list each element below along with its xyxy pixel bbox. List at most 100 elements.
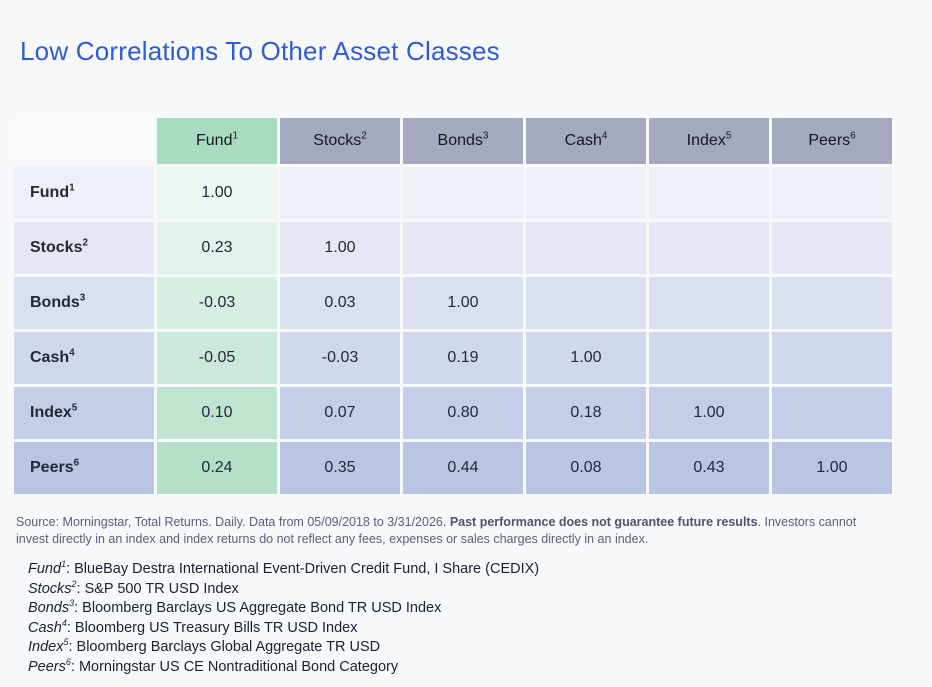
footnote-number: 5 bbox=[725, 130, 732, 142]
footnote-number: 1 bbox=[61, 559, 67, 570]
correlation-cell: 0.24 bbox=[157, 442, 277, 494]
correlation-cell bbox=[280, 167, 400, 219]
correlation-cell: -0.03 bbox=[157, 277, 277, 329]
table-row-bonds: Bonds3 -0.03 0.03 1.00 bbox=[14, 277, 892, 329]
column-header-stocks: Stocks2 bbox=[280, 118, 400, 164]
correlation-cell: 1.00 bbox=[649, 387, 769, 439]
correlation-cell: -0.05 bbox=[157, 332, 277, 384]
correlation-cell: 1.00 bbox=[526, 332, 646, 384]
column-header-peers: Peers6 bbox=[772, 118, 892, 164]
correlation-cell bbox=[526, 277, 646, 329]
footnote-term: Peers6 bbox=[28, 656, 71, 675]
footnote-number: 2 bbox=[361, 130, 367, 142]
row-header-fund: Fund1 bbox=[14, 167, 154, 219]
source-text: Source: Morningstar, Total Returns. Dail… bbox=[16, 515, 450, 529]
page: Low Correlations To Other Asset Classes … bbox=[0, 36, 932, 687]
footnote-description: : BlueBay Destra International Event-Dri… bbox=[66, 561, 540, 577]
correlation-cell bbox=[772, 167, 892, 219]
footnote-index: Index5: Bloomberg Barclays Global Aggreg… bbox=[28, 638, 932, 658]
row-header-stocks: Stocks2 bbox=[14, 222, 154, 274]
footnote-number: 5 bbox=[71, 402, 78, 414]
table-row-peers: Peers6 0.24 0.35 0.44 0.08 0.43 1.00 bbox=[14, 442, 892, 494]
footnote-number: 1 bbox=[69, 182, 75, 194]
correlation-cell: 0.08 bbox=[526, 442, 646, 494]
header-row: Fund1 Stocks2 Bonds3 Cash4 Index5 Peers6 bbox=[14, 118, 892, 164]
source-note: Source: Morningstar, Total Returns. Dail… bbox=[16, 514, 888, 547]
page-title: Low Correlations To Other Asset Classes bbox=[20, 36, 500, 66]
source-bold-text: Past performance does not guarantee futu… bbox=[449, 515, 758, 529]
correlation-cell: 1.00 bbox=[280, 222, 400, 274]
column-header-cash: Cash4 bbox=[526, 118, 646, 164]
correlation-cell bbox=[649, 332, 769, 384]
correlation-cell bbox=[403, 167, 523, 219]
footnote-number: 5 bbox=[63, 637, 69, 648]
footnote-number: 4 bbox=[61, 617, 67, 628]
row-header-bonds: Bonds3 bbox=[14, 277, 154, 329]
footnote-term: Cash4 bbox=[28, 617, 67, 636]
column-header-fund: Fund1 bbox=[157, 118, 277, 164]
correlation-cell bbox=[772, 277, 892, 329]
correlation-cell: 1.00 bbox=[403, 277, 523, 329]
correlation-cell bbox=[649, 167, 769, 219]
row-header-cash: Cash4 bbox=[14, 332, 154, 384]
footnote-term: Index5 bbox=[28, 637, 69, 655]
row-header-peers: Peers6 bbox=[14, 442, 154, 494]
correlation-cell: 0.03 bbox=[280, 277, 400, 329]
correlation-cell bbox=[649, 222, 769, 274]
correlation-table: Fund1 Stocks2 Bonds3 Cash4 Index5 Peers6 Fund… bbox=[11, 115, 895, 497]
footnote-number: 6 bbox=[65, 656, 71, 667]
table-row-fund: Fund1 1.00 bbox=[14, 167, 892, 219]
table-row-index: Index5 0.10 0.07 0.80 0.18 1.00 bbox=[14, 387, 892, 439]
correlation-cell: 0.10 bbox=[157, 387, 277, 439]
footnote-cash: Cash4: Bloomberg US Treasury Bills TR US… bbox=[28, 617, 932, 639]
correlation-cell bbox=[526, 167, 646, 219]
footnote-number: 3 bbox=[79, 292, 86, 304]
footnote-number: 6 bbox=[850, 130, 856, 142]
footnote-description: : Bloomberg US Treasury Bills TR USD Ind… bbox=[66, 619, 358, 636]
correlation-cell: 0.35 bbox=[280, 442, 400, 494]
footnote-number: 4 bbox=[601, 130, 608, 142]
correlation-cell: 1.00 bbox=[157, 167, 277, 219]
footnote-number: 3 bbox=[482, 130, 489, 142]
footnote-term: Fund1 bbox=[28, 559, 67, 577]
correlation-cell: 0.80 bbox=[403, 387, 523, 439]
correlation-cell: 0.23 bbox=[157, 222, 277, 274]
column-header-bonds: Bonds3 bbox=[403, 118, 523, 164]
table-row-cash: Cash4 -0.05 -0.03 0.19 1.00 bbox=[14, 332, 892, 384]
correlation-cell bbox=[772, 222, 892, 274]
footnote-term: Bonds3 bbox=[28, 598, 75, 616]
footnote-peers: Peers6: Morningstar US CE Nontraditional… bbox=[28, 656, 932, 678]
footnote-number: 3 bbox=[69, 598, 75, 609]
footnote-description: : Morningstar US CE Nontraditional Bond … bbox=[70, 658, 399, 675]
correlation-cell: 0.07 bbox=[280, 387, 400, 439]
footnote-bonds: Bonds3: Bloomberg Barclays US Aggregate … bbox=[28, 599, 932, 619]
correlation-cell: 0.44 bbox=[403, 442, 523, 494]
source-text-suffix: . Investors cannot invest directly in an… bbox=[16, 515, 857, 546]
footnotes: Fund1: BlueBay Destra International Even… bbox=[28, 560, 932, 677]
correlation-cell: 0.18 bbox=[526, 387, 646, 439]
footnote-description: : Bloomberg Barclays US Aggregate Bond T… bbox=[74, 600, 442, 616]
row-header-index: Index5 bbox=[14, 387, 154, 439]
correlation-cell: -0.03 bbox=[280, 332, 400, 384]
footnote-description: : S&P 500 TR USD Index bbox=[76, 580, 239, 597]
correlation-cell bbox=[403, 222, 523, 274]
correlation-cell: 0.19 bbox=[403, 332, 523, 384]
footnote-number: 2 bbox=[82, 237, 88, 249]
correlation-cell: 1.00 bbox=[772, 442, 892, 494]
footnote-stocks: Stocks2: S&P 500 TR USD Index bbox=[28, 578, 932, 600]
correlation-cell bbox=[772, 387, 892, 439]
column-header-index: Index5 bbox=[649, 118, 769, 164]
corner-cell bbox=[14, 118, 154, 164]
table-row-stocks: Stocks2 0.23 1.00 bbox=[14, 222, 892, 274]
correlation-cell bbox=[772, 332, 892, 384]
footnote-number: 4 bbox=[69, 347, 75, 359]
correlation-cell: 0.43 bbox=[649, 442, 769, 494]
footnote-number: 2 bbox=[71, 578, 77, 589]
footnote-number: 6 bbox=[73, 457, 80, 469]
footnote-fund: Fund1: BlueBay Destra International Even… bbox=[28, 560, 932, 580]
correlation-cell bbox=[526, 222, 646, 274]
footnote-description: : Bloomberg Barclays Global Aggregate TR… bbox=[68, 639, 381, 655]
correlation-cell bbox=[649, 277, 769, 329]
footnote-term: Stocks2 bbox=[28, 578, 77, 597]
footnote-number: 1 bbox=[232, 130, 238, 142]
